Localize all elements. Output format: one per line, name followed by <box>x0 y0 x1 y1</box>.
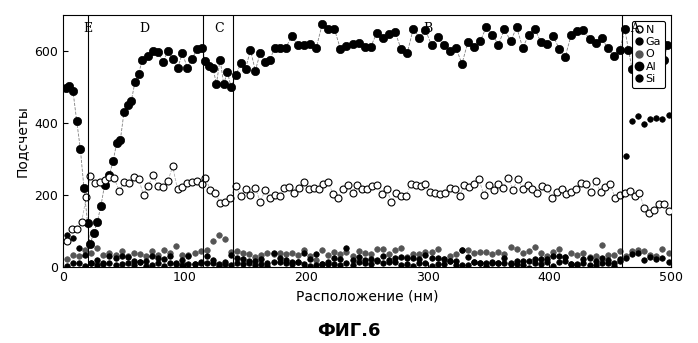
Text: D: D <box>140 22 150 35</box>
Al <box>640 258 648 262</box>
Ga <box>163 49 172 53</box>
Line: N: N <box>64 163 672 245</box>
O <box>215 234 223 238</box>
N <box>63 239 71 243</box>
Y-axis label: Подсчеты: Подсчеты <box>15 105 29 177</box>
Al <box>178 258 186 262</box>
Text: A: A <box>630 22 639 35</box>
Text: E: E <box>83 22 92 35</box>
Text: C: C <box>214 22 223 35</box>
Text: ФИГ.6: ФИГ.6 <box>318 322 380 340</box>
Al <box>427 256 436 260</box>
O <box>312 258 320 262</box>
Ga <box>379 36 387 40</box>
Ga <box>61 86 70 90</box>
O <box>646 253 655 257</box>
Al <box>379 253 387 258</box>
Legend: N, Ga, O, Al, Si: N, Ga, O, Al, Si <box>632 21 665 88</box>
N <box>572 187 580 191</box>
O <box>63 257 71 261</box>
Line: Si: Si <box>64 112 671 271</box>
Si <box>664 113 673 117</box>
O <box>664 251 673 255</box>
Si <box>373 258 381 262</box>
O <box>628 249 637 253</box>
X-axis label: Расположение (нм): Расположение (нм) <box>296 290 438 304</box>
Ga <box>549 34 557 38</box>
N <box>664 209 673 213</box>
O <box>433 247 442 251</box>
Line: O: O <box>64 233 671 263</box>
Ga <box>663 43 671 47</box>
N <box>206 188 214 192</box>
O <box>178 253 186 257</box>
Si <box>525 266 533 270</box>
Ga <box>476 39 484 44</box>
Line: Al: Al <box>64 232 671 269</box>
Si <box>63 264 71 268</box>
Si <box>622 154 630 158</box>
Ga <box>198 46 206 50</box>
N <box>440 191 449 195</box>
Line: Ga: Ga <box>61 20 671 248</box>
Si <box>640 122 648 126</box>
N <box>221 200 229 204</box>
Al <box>63 233 71 237</box>
Si <box>202 261 211 265</box>
Al <box>202 254 211 258</box>
Ga <box>656 44 664 48</box>
N <box>168 164 177 168</box>
Ga <box>86 242 94 246</box>
Ga <box>318 22 327 26</box>
N <box>586 190 595 194</box>
Al <box>622 256 630 260</box>
Text: B: B <box>423 22 433 35</box>
Si <box>422 261 430 265</box>
Al <box>664 260 673 264</box>
O <box>385 252 393 256</box>
Al <box>215 264 223 269</box>
O <box>202 248 211 252</box>
Si <box>178 263 186 267</box>
N <box>630 194 639 198</box>
